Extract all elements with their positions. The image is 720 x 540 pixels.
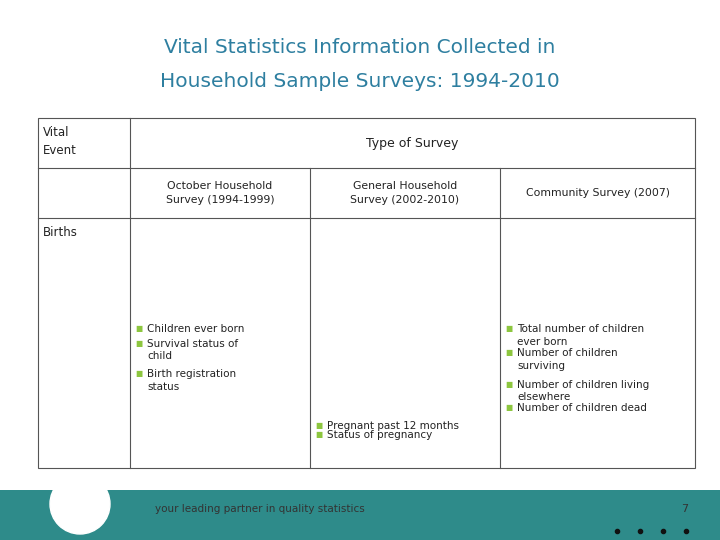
Circle shape bbox=[50, 474, 110, 534]
Bar bbox=[0, 490, 720, 540]
Text: Total number of children
ever born: Total number of children ever born bbox=[517, 324, 644, 347]
Bar bbox=[38, 118, 695, 468]
Text: Vital Statistics Information Collected in: Vital Statistics Information Collected i… bbox=[164, 38, 556, 57]
Text: Type of Survey: Type of Survey bbox=[366, 137, 459, 150]
Text: ■: ■ bbox=[505, 403, 512, 411]
Text: Number of children
surviving: Number of children surviving bbox=[517, 348, 618, 371]
Text: Vital
Event: Vital Event bbox=[43, 126, 77, 157]
Text: your leading partner in quality statistics: your leading partner in quality statisti… bbox=[155, 504, 365, 514]
Text: ■: ■ bbox=[135, 339, 143, 348]
Text: ■: ■ bbox=[505, 348, 512, 357]
Text: Children ever born: Children ever born bbox=[147, 324, 244, 334]
Text: Household Sample Surveys: 1994-2010: Household Sample Surveys: 1994-2010 bbox=[160, 72, 560, 91]
Text: ■: ■ bbox=[135, 369, 143, 378]
Text: October Household
Survey (1994-1999): October Household Survey (1994-1999) bbox=[166, 181, 274, 205]
Text: ■: ■ bbox=[505, 324, 512, 333]
Text: Births: Births bbox=[43, 226, 78, 239]
Text: ■: ■ bbox=[315, 421, 323, 430]
Bar bbox=[0, 518, 720, 540]
Text: ■: ■ bbox=[135, 324, 143, 333]
Text: ■: ■ bbox=[505, 380, 512, 389]
Text: 7: 7 bbox=[681, 504, 688, 514]
Text: Status of pregnancy: Status of pregnancy bbox=[327, 430, 432, 441]
Text: Number of children dead: Number of children dead bbox=[517, 403, 647, 413]
Text: Survival status of
child: Survival status of child bbox=[147, 339, 238, 361]
Text: Number of children living
elsewhere: Number of children living elsewhere bbox=[517, 380, 649, 402]
Text: General Household
Survey (2002-2010): General Household Survey (2002-2010) bbox=[351, 181, 459, 205]
Text: ■: ■ bbox=[315, 430, 323, 440]
Text: Community Survey (2007): Community Survey (2007) bbox=[526, 188, 670, 198]
Text: Pregnant past 12 months: Pregnant past 12 months bbox=[327, 421, 459, 431]
Text: Birth registration
status: Birth registration status bbox=[147, 369, 236, 392]
